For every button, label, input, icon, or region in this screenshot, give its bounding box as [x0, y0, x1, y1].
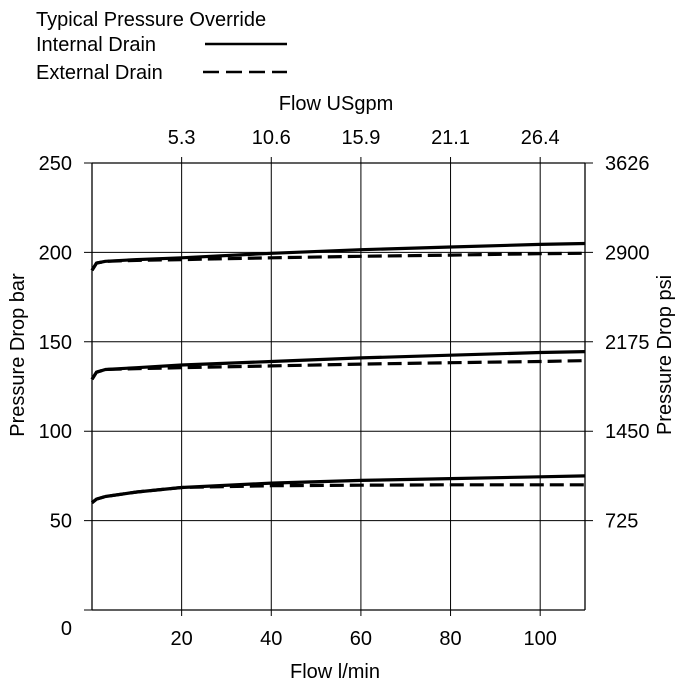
ticks: 20 40 60 80 100 5.3 10.6 15.9 21.1 26.4 50 100 150 20…: [39, 127, 650, 650]
y-tick-label-zero: 0: [61, 618, 72, 640]
x2-tick-label: 10.6: [252, 127, 291, 149]
x2-tick-label: 26.4: [521, 127, 560, 149]
legend-label-internal-drain: Internal Drain: [36, 34, 156, 56]
y-tick-label: 150: [39, 332, 72, 354]
y2-tick-label: 2900: [605, 242, 650, 264]
legend: Typical Pressure Override Internal Drain…: [36, 9, 287, 84]
y2-tick-label: 3626: [605, 153, 650, 175]
y2-tick-label: 2175: [605, 332, 650, 354]
y-tick-label: 200: [39, 242, 72, 264]
grid: [84, 157, 593, 616]
series-line-internal-drain-low: [91, 474, 586, 504]
legend-title: Typical Pressure Override: [36, 9, 266, 31]
series-line-external-drain-mid: [90, 359, 586, 381]
x2-tick-label: 15.9: [341, 127, 380, 149]
x-tick-label: 20: [171, 628, 193, 650]
y-tick-label: 250: [39, 153, 72, 175]
series-lines: [90, 241, 586, 504]
y2-tick-label: 1450: [605, 421, 650, 443]
legend-label-external-drain: External Drain: [36, 62, 163, 84]
x-tick-label: 40: [260, 628, 282, 650]
x-axis-title: Flow l/min: [290, 661, 380, 683]
x-tick-label: 100: [523, 628, 556, 650]
x2-tick-label: 21.1: [431, 127, 470, 149]
y-tick-label: 100: [39, 421, 72, 443]
x-tick-label: 80: [439, 628, 461, 650]
series-line-external-drain-high: [90, 251, 586, 272]
y-axis-title: Pressure Drop bar: [7, 273, 29, 437]
series-line-external-drain-low: [91, 483, 585, 504]
x2-axis-title: Flow USgpm: [279, 93, 393, 115]
y2-tick-label: 725: [605, 511, 638, 533]
y2-axis-title: Pressure Drop psi: [654, 275, 676, 435]
x2-tick-label: 5.3: [168, 127, 196, 149]
x-tick-label: 60: [350, 628, 372, 650]
y-tick-label: 50: [50, 511, 72, 533]
